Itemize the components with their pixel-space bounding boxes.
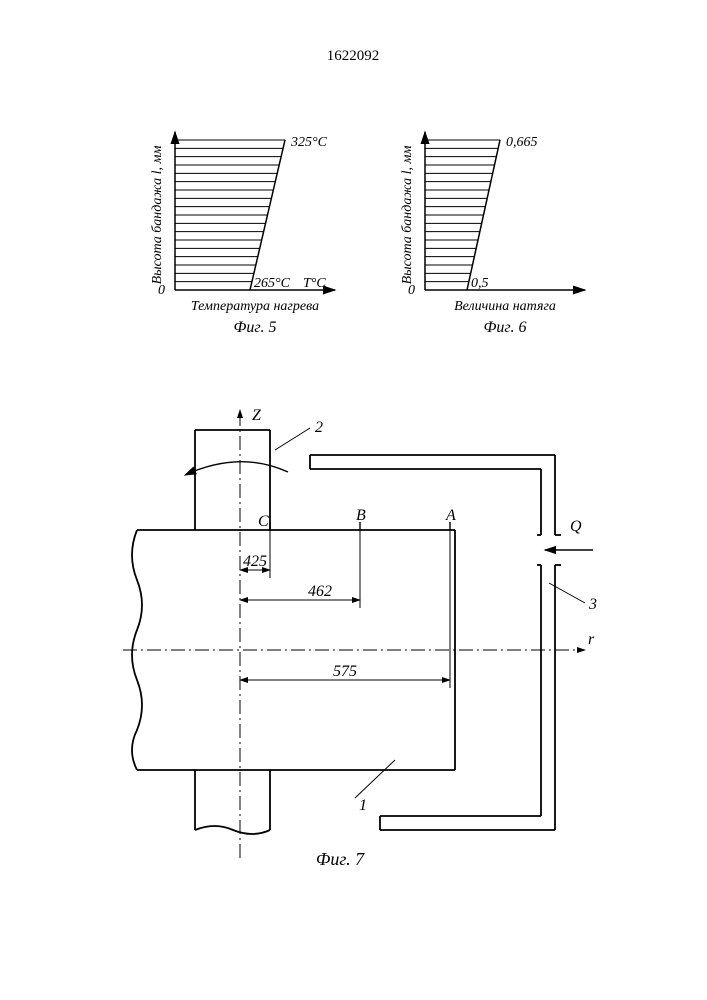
x-unit: T°C (303, 276, 326, 291)
high-label: 325°C (290, 135, 328, 150)
high-label: 0,665 (506, 135, 538, 150)
ylabel: Высота бандажа l, мм (150, 146, 165, 285)
xlabel: Величина натяга (454, 299, 556, 314)
dim-425: 425 (243, 553, 267, 570)
caption: Фиг. 6 (484, 319, 527, 336)
low-label: 265°C (254, 276, 291, 291)
axis-r: r (588, 631, 595, 648)
label-3: 3 (588, 596, 597, 613)
dim-462: 462 (308, 583, 332, 600)
fig5: Высота бандажа l, мм 0 265°C 325°C T°C Т… (135, 130, 345, 350)
xlabel: Температура нагрева (191, 299, 319, 314)
label-A: A (445, 507, 456, 524)
label-2: 2 (315, 419, 323, 436)
page-number: 1622092 (327, 48, 380, 64)
label-1: 1 (359, 797, 367, 814)
label-C: C (258, 513, 269, 530)
axis-z: Z (252, 407, 262, 424)
caption: Фиг. 5 (234, 319, 277, 336)
low-label: 0,5 (471, 276, 489, 291)
origin: 0 (158, 283, 165, 298)
origin: 0 (408, 283, 415, 298)
fig7-caption: Фиг. 7 (316, 849, 365, 869)
label-Q: Q (570, 518, 582, 535)
dim-575: 575 (333, 663, 357, 680)
page-header: 1622092 (0, 40, 707, 100)
fig6: Высота бандажа l, мм 0 0,5 0,665 Величин… (385, 130, 595, 350)
ylabel: Высота бандажа l, мм (400, 146, 415, 285)
label-B: B (356, 507, 366, 524)
fig7: Z r 2 (110, 400, 600, 880)
